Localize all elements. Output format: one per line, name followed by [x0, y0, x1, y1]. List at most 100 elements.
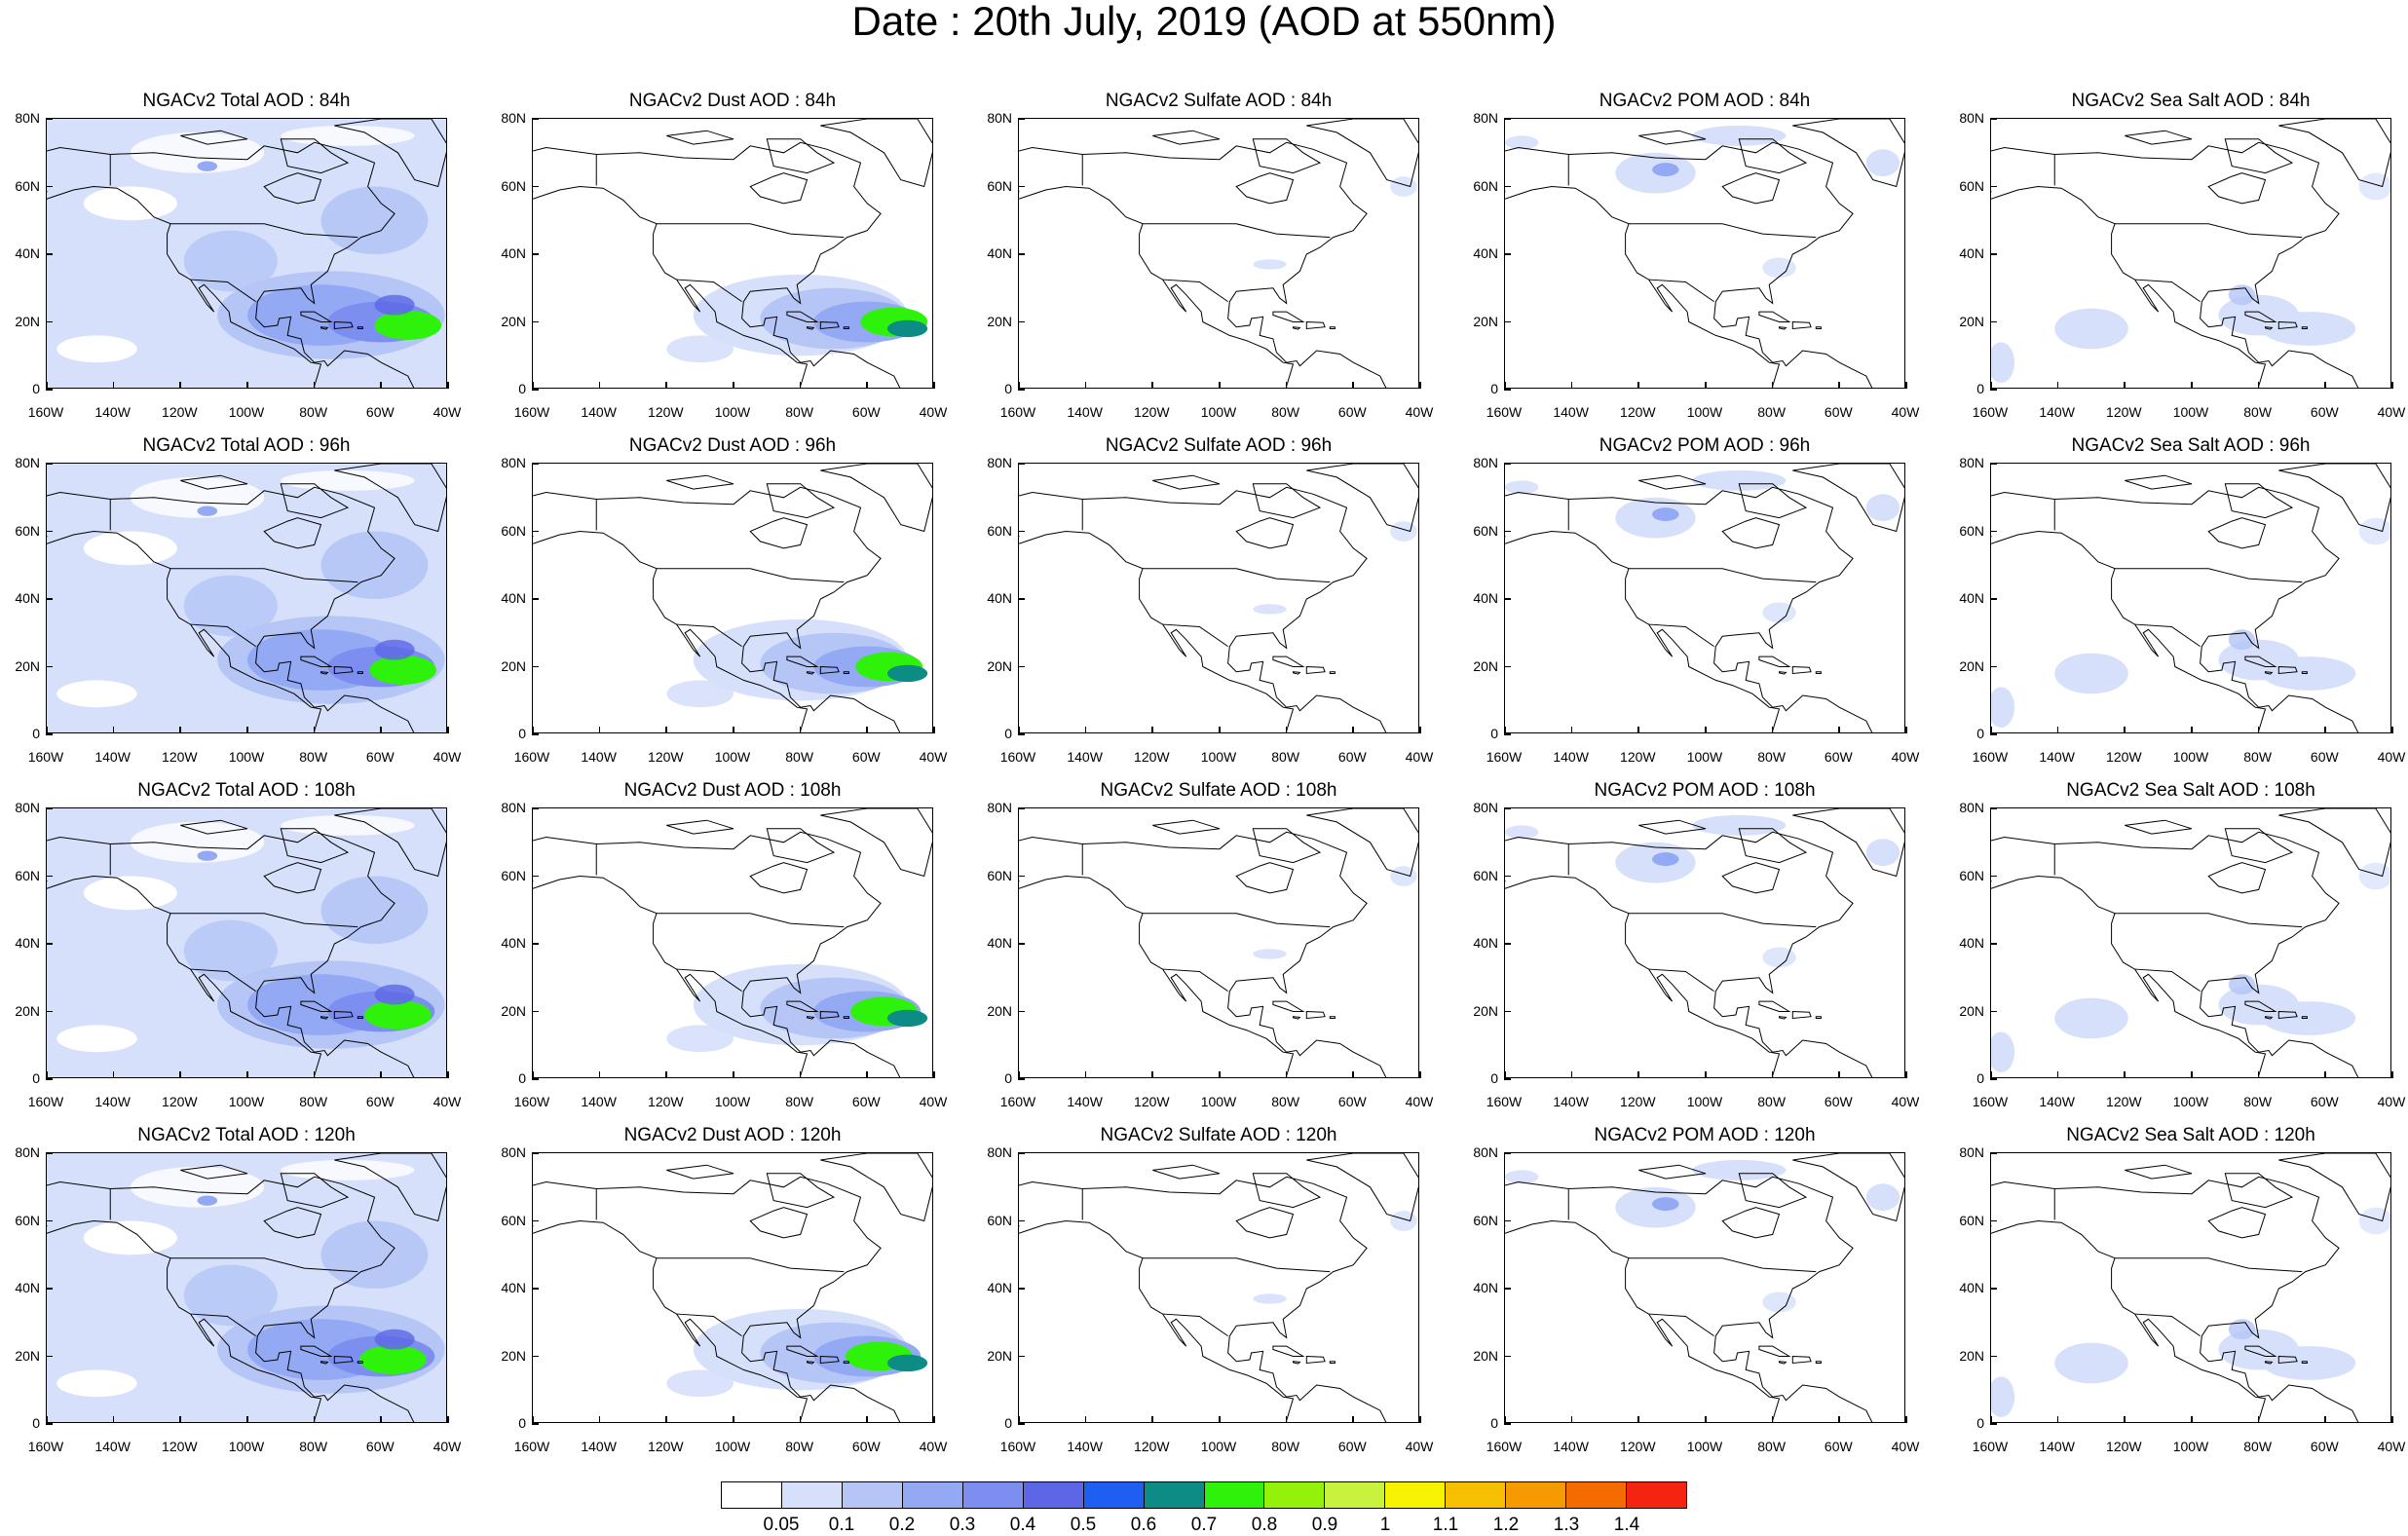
lon-tick-label: 160W	[513, 1439, 550, 1454]
lat-tick-label: 40N	[987, 935, 1012, 951]
lat-tick-mark	[532, 253, 539, 255]
lat-tick-mark	[1018, 253, 1025, 255]
lon-tick-mark	[246, 1071, 248, 1078]
lat-tick-label: 80N	[15, 455, 40, 470]
lat-tick-mark	[532, 943, 539, 945]
lon-tick-label: 160W	[1486, 1439, 1523, 1454]
lon-tick-mark	[1084, 727, 1087, 733]
lon-tick-label: 160W	[1486, 404, 1523, 420]
lon-tick-mark	[2391, 727, 2393, 733]
lon-tick-label: 160W	[999, 749, 1036, 765]
lon-tick-label: 120W	[1620, 749, 1656, 765]
map-panel-pom-96h: NGACv2 POM AOD : 96h 80N 60N 40N 20N 0 160W 140…	[1473, 435, 1919, 765]
lon-tick-label: 80W	[299, 1439, 328, 1454]
map-plot	[532, 118, 933, 389]
lat-tick-mark	[532, 1288, 539, 1290]
lat-tick-label: 60N	[987, 867, 1012, 883]
lon-tick-label: 80W	[1271, 1439, 1300, 1454]
lon-tick-mark	[1990, 382, 1992, 389]
lon-tick-mark	[1151, 727, 1153, 733]
lat-tick-mark	[46, 1078, 53, 1080]
lat-tick-label: 80N	[1959, 110, 1984, 126]
lat-tick-label: 0	[518, 726, 526, 741]
lon-tick-mark	[179, 727, 181, 733]
lon-tick-mark	[665, 1416, 667, 1423]
lon-tick-label: 160W	[999, 404, 1036, 420]
lon-tick-mark	[1285, 1416, 1288, 1423]
colorbar-label: 0.8	[1251, 1515, 1278, 1535]
lat-tick-mark	[46, 1219, 53, 1221]
lon-tick-mark	[2324, 727, 2326, 733]
map-panel-pom-84h: NGACv2 POM AOD : 84h 80N 60N 40N 20N 0 160W 140…	[1473, 91, 1919, 420]
lon-tick-label: 100W	[2172, 1439, 2209, 1454]
lon-tick-label: 160W	[999, 1094, 1036, 1109]
panel-title: NGACv2 Total AOD : 84h	[142, 91, 351, 111]
map-panel-sulfate-120h: NGACv2 Sulfate AOD : 120h 80N 60N 40N 20N 0 16…	[987, 1125, 1433, 1454]
lon-tick-label: 40W	[433, 749, 462, 765]
lat-tick-label: 20N	[15, 1347, 40, 1364]
lat-tick-mark	[1504, 943, 1511, 945]
lon-tick-label: 80W	[2243, 1094, 2273, 1109]
lon-tick-label: 160W	[1972, 1094, 2009, 1109]
lat-tick-mark	[1018, 1010, 1025, 1012]
figure-title: Date : 20th July, 2019 (AOD at 550nm)	[851, 0, 1557, 44]
lat-tick-mark	[1990, 665, 1997, 667]
lon-tick-mark	[799, 382, 802, 389]
lon-tick-mark	[2191, 382, 2193, 389]
lat-tick-label: 0	[1004, 726, 1012, 741]
lon-tick-mark	[1990, 1416, 1992, 1423]
lon-tick-mark	[866, 1416, 868, 1423]
map-plot	[532, 1152, 933, 1423]
lon-tick-mark	[1705, 382, 1707, 389]
lon-tick-mark	[1838, 1071, 1840, 1078]
lon-tick-mark	[112, 1416, 115, 1423]
lon-tick-label: 40W	[2377, 749, 2406, 765]
panel-title: NGACv2 POM AOD : 84h	[1599, 91, 1811, 111]
lon-tick-mark	[1570, 727, 1573, 733]
lon-tick-mark	[598, 727, 601, 733]
lon-tick-mark	[866, 382, 868, 389]
lon-tick-label: 60W	[851, 1094, 881, 1109]
colorbar-label: 0.1	[828, 1515, 855, 1535]
lon-tick-label: 160W	[513, 749, 550, 765]
colorbar-label: 0.4	[1009, 1515, 1036, 1535]
lat-tick-label: 80N	[501, 455, 526, 470]
lon-tick-mark	[1504, 1071, 1506, 1078]
lat-tick-label: 40N	[1959, 935, 1984, 951]
map-panel-sulfate-96h: NGACv2 Sulfate AOD : 96h 80N 60N 40N 20N 0 160…	[987, 435, 1433, 765]
lon-tick-mark	[1084, 1416, 1087, 1423]
lon-tick-mark	[1771, 1416, 1774, 1423]
map-plot	[1018, 807, 1419, 1078]
map-plot	[46, 463, 447, 733]
lon-tick-label: 140W	[94, 404, 131, 420]
lon-tick-mark	[1018, 1416, 1020, 1423]
lat-tick-mark	[1018, 943, 1025, 945]
lon-tick-label: 40W	[433, 404, 462, 420]
lon-tick-mark	[665, 1071, 667, 1078]
lat-tick-mark	[532, 1152, 539, 1154]
lon-tick-label: 120W	[2106, 404, 2142, 420]
lon-tick-mark	[1905, 382, 1907, 389]
lon-tick-mark	[2056, 1071, 2059, 1078]
lat-tick-mark	[46, 733, 53, 735]
lat-tick-label: 0	[1004, 1415, 1012, 1431]
lon-tick-mark	[179, 382, 181, 389]
lon-tick-mark	[1838, 727, 1840, 733]
lat-tick-label: 0	[32, 1070, 40, 1086]
lat-tick-label: 60N	[1473, 177, 1498, 194]
lat-tick-mark	[1990, 1288, 1997, 1290]
colorbar-swatch	[842, 1482, 903, 1508]
map-plot	[1990, 118, 2391, 389]
lon-tick-mark	[1838, 1416, 1840, 1423]
lon-tick-label: 80W	[785, 404, 814, 420]
panel-title: NGACv2 Sea Salt AOD : 84h	[2071, 91, 2311, 111]
lon-tick-label: 60W	[1337, 749, 1367, 765]
lon-tick-mark	[733, 1416, 734, 1423]
lon-tick-label: 40W	[1891, 749, 1920, 765]
lat-tick-mark	[46, 185, 53, 187]
lat-tick-label: 80N	[501, 110, 526, 126]
lat-tick-mark	[1504, 389, 1511, 391]
lat-tick-label: 80N	[1959, 800, 1984, 815]
lon-tick-label: 160W	[999, 1439, 1036, 1454]
lon-tick-label: 120W	[648, 1094, 684, 1109]
